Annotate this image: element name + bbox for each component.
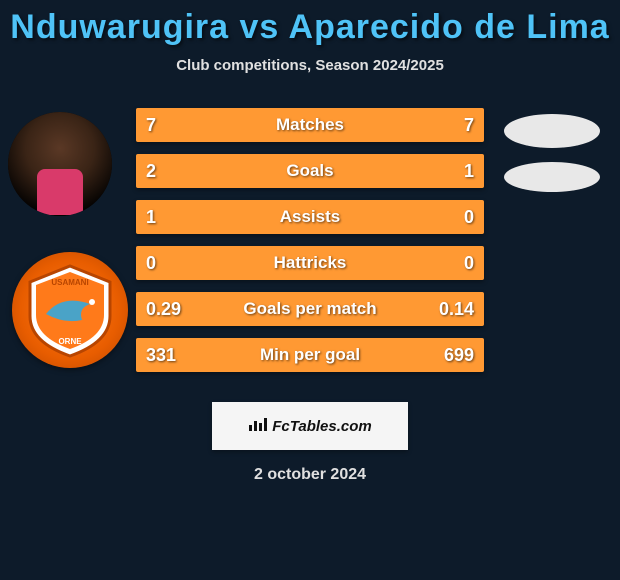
stat-left-value: 2 [146, 161, 156, 182]
stat-left-value: 1 [146, 207, 156, 228]
stat-left-value: 7 [146, 115, 156, 136]
stat-label: Min per goal [260, 345, 360, 365]
stat-left-value: 331 [146, 345, 176, 366]
stat-bar: 0.29 Goals per match 0.14 [136, 292, 484, 326]
stat-bar: 0 Hattricks 0 [136, 246, 484, 280]
player-right-avatar-placeholder [504, 114, 600, 148]
player-left-avatar [8, 112, 112, 216]
stat-right-value: 1 [464, 161, 474, 182]
source-text: FcTables.com [272, 418, 371, 435]
stat-label: Goals per match [243, 299, 376, 319]
stat-left-value: 0.29 [146, 299, 181, 320]
stat-right-value: 0.14 [439, 299, 474, 320]
svg-text:ORNE: ORNE [58, 337, 82, 346]
stat-bar: 7 Matches 7 [136, 108, 484, 142]
stat-right-value: 699 [444, 345, 474, 366]
source-badge: FcTables.com [212, 402, 408, 450]
stat-label: Goals [286, 161, 333, 181]
stat-label: Hattricks [274, 253, 347, 273]
stat-label: Matches [276, 115, 344, 135]
player-right-badge-placeholder [504, 162, 600, 192]
stat-label: Assists [280, 207, 340, 227]
snapshot-date: 2 october 2024 [0, 466, 620, 484]
stat-right-value: 0 [464, 207, 474, 228]
stat-left-value: 0 [146, 253, 156, 274]
comparison-title: Nduwarugira vs Aparecido de Lima [0, 0, 620, 47]
season-subtitle: Club competitions, Season 2024/2025 [0, 57, 620, 74]
club-crest-icon: USAMANI ORNE [20, 260, 120, 360]
stat-bars: 7 Matches 7 2 Goals 1 1 Assists 0 0 Hattricks 0 0.29… [136, 108, 484, 384]
stat-right-value: 7 [464, 115, 474, 136]
svg-text:USAMANI: USAMANI [51, 278, 88, 287]
player-left-club-badge: USAMANI ORNE [12, 252, 128, 368]
comparison-content: USAMANI ORNE 7 Matches 7 2 Goals 1 1 Assists 0 0 H… [0, 102, 620, 382]
stat-bar: 331 Min per goal 699 [136, 338, 484, 372]
stat-bar: 2 Goals 1 [136, 154, 484, 188]
stat-right-value: 0 [464, 253, 474, 274]
chart-icon [248, 416, 268, 436]
stat-bar: 1 Assists 0 [136, 200, 484, 234]
